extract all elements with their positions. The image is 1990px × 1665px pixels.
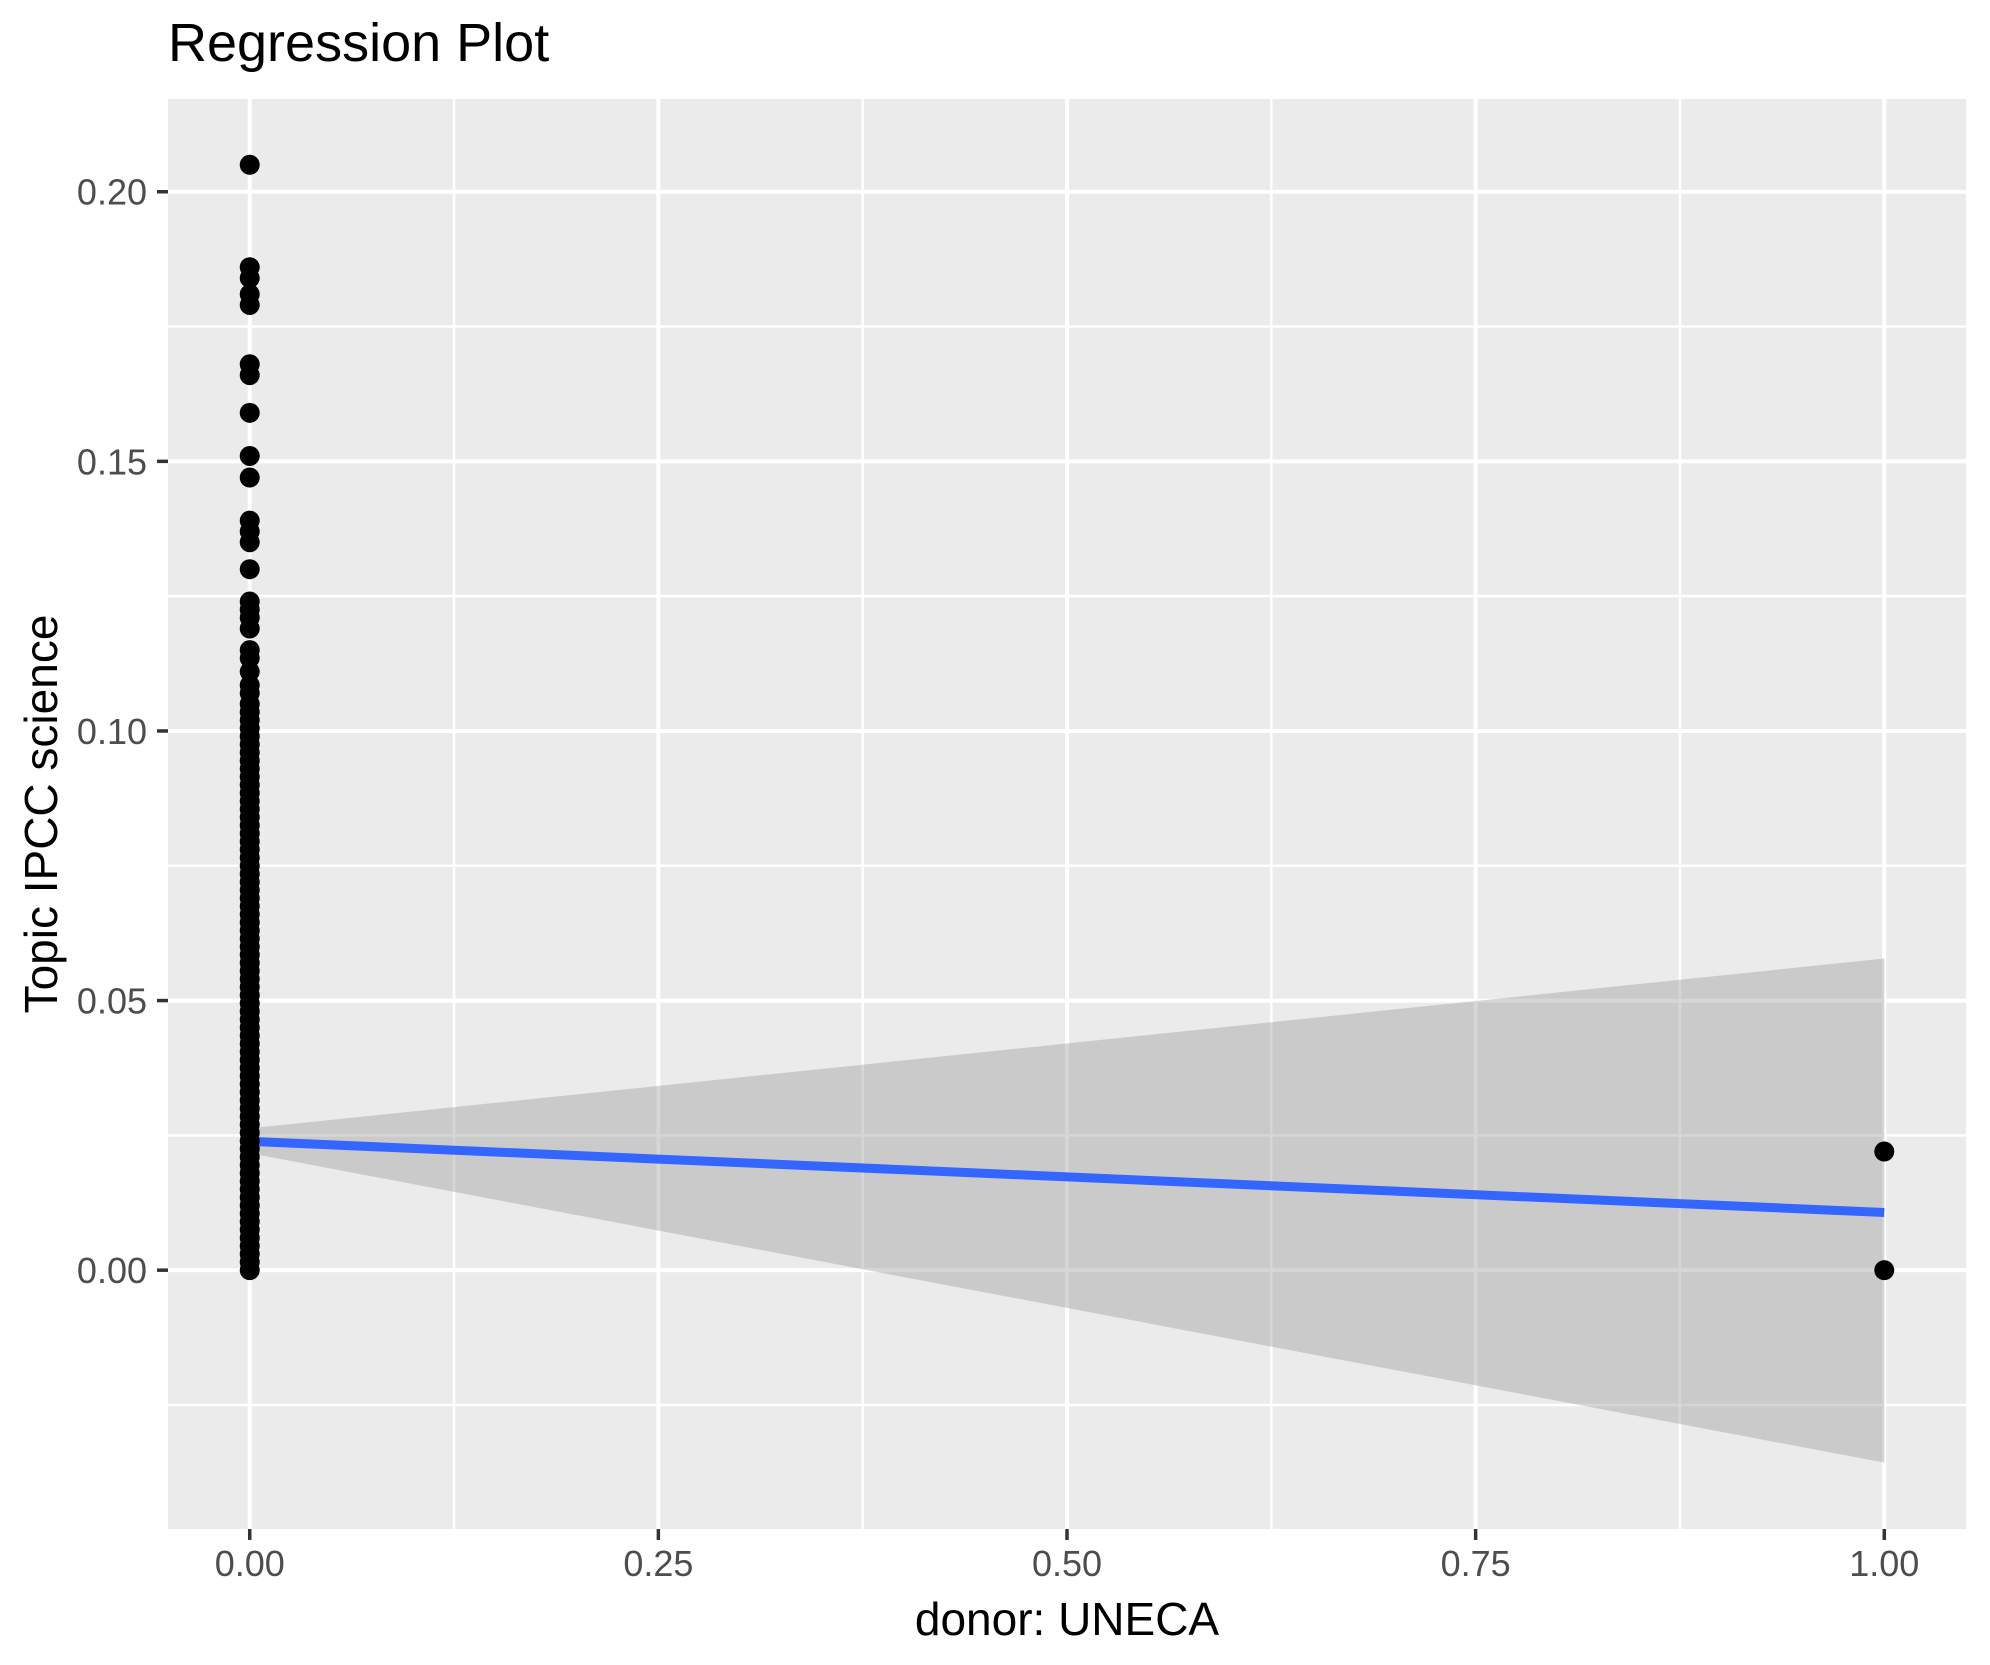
y-tick-label: 0.15 xyxy=(77,441,147,482)
data-point xyxy=(239,445,260,466)
x-tick-label: 1.00 xyxy=(1849,1543,1919,1584)
x-tick-label: 0.50 xyxy=(1032,1543,1102,1584)
data-point xyxy=(239,154,260,175)
y-tick-label: 0.20 xyxy=(77,172,147,213)
x-tick-label: 0.00 xyxy=(215,1543,285,1584)
data-point xyxy=(239,559,260,580)
y-tick-label: 0.10 xyxy=(77,711,147,752)
confidence-band xyxy=(249,958,1885,1463)
data-point xyxy=(239,365,260,386)
data-point xyxy=(239,467,260,488)
data-point xyxy=(239,532,260,553)
x-tick-label: 0.25 xyxy=(623,1543,693,1584)
data-point xyxy=(239,294,260,315)
data-point xyxy=(1874,1141,1895,1162)
y-tick-label: 0.00 xyxy=(77,1250,147,1291)
data-point xyxy=(239,402,260,423)
x-tick-label: 0.75 xyxy=(1441,1543,1511,1584)
data-point xyxy=(239,618,260,639)
y-tick-label: 0.05 xyxy=(77,981,147,1022)
plot-title: Regression Plot xyxy=(168,13,550,73)
data-point xyxy=(239,1260,260,1281)
data-point xyxy=(239,268,260,289)
regression-line xyxy=(249,1136,1885,1217)
x-axis-title: donor: UNECA xyxy=(914,1593,1220,1645)
data-point xyxy=(1874,1260,1895,1281)
